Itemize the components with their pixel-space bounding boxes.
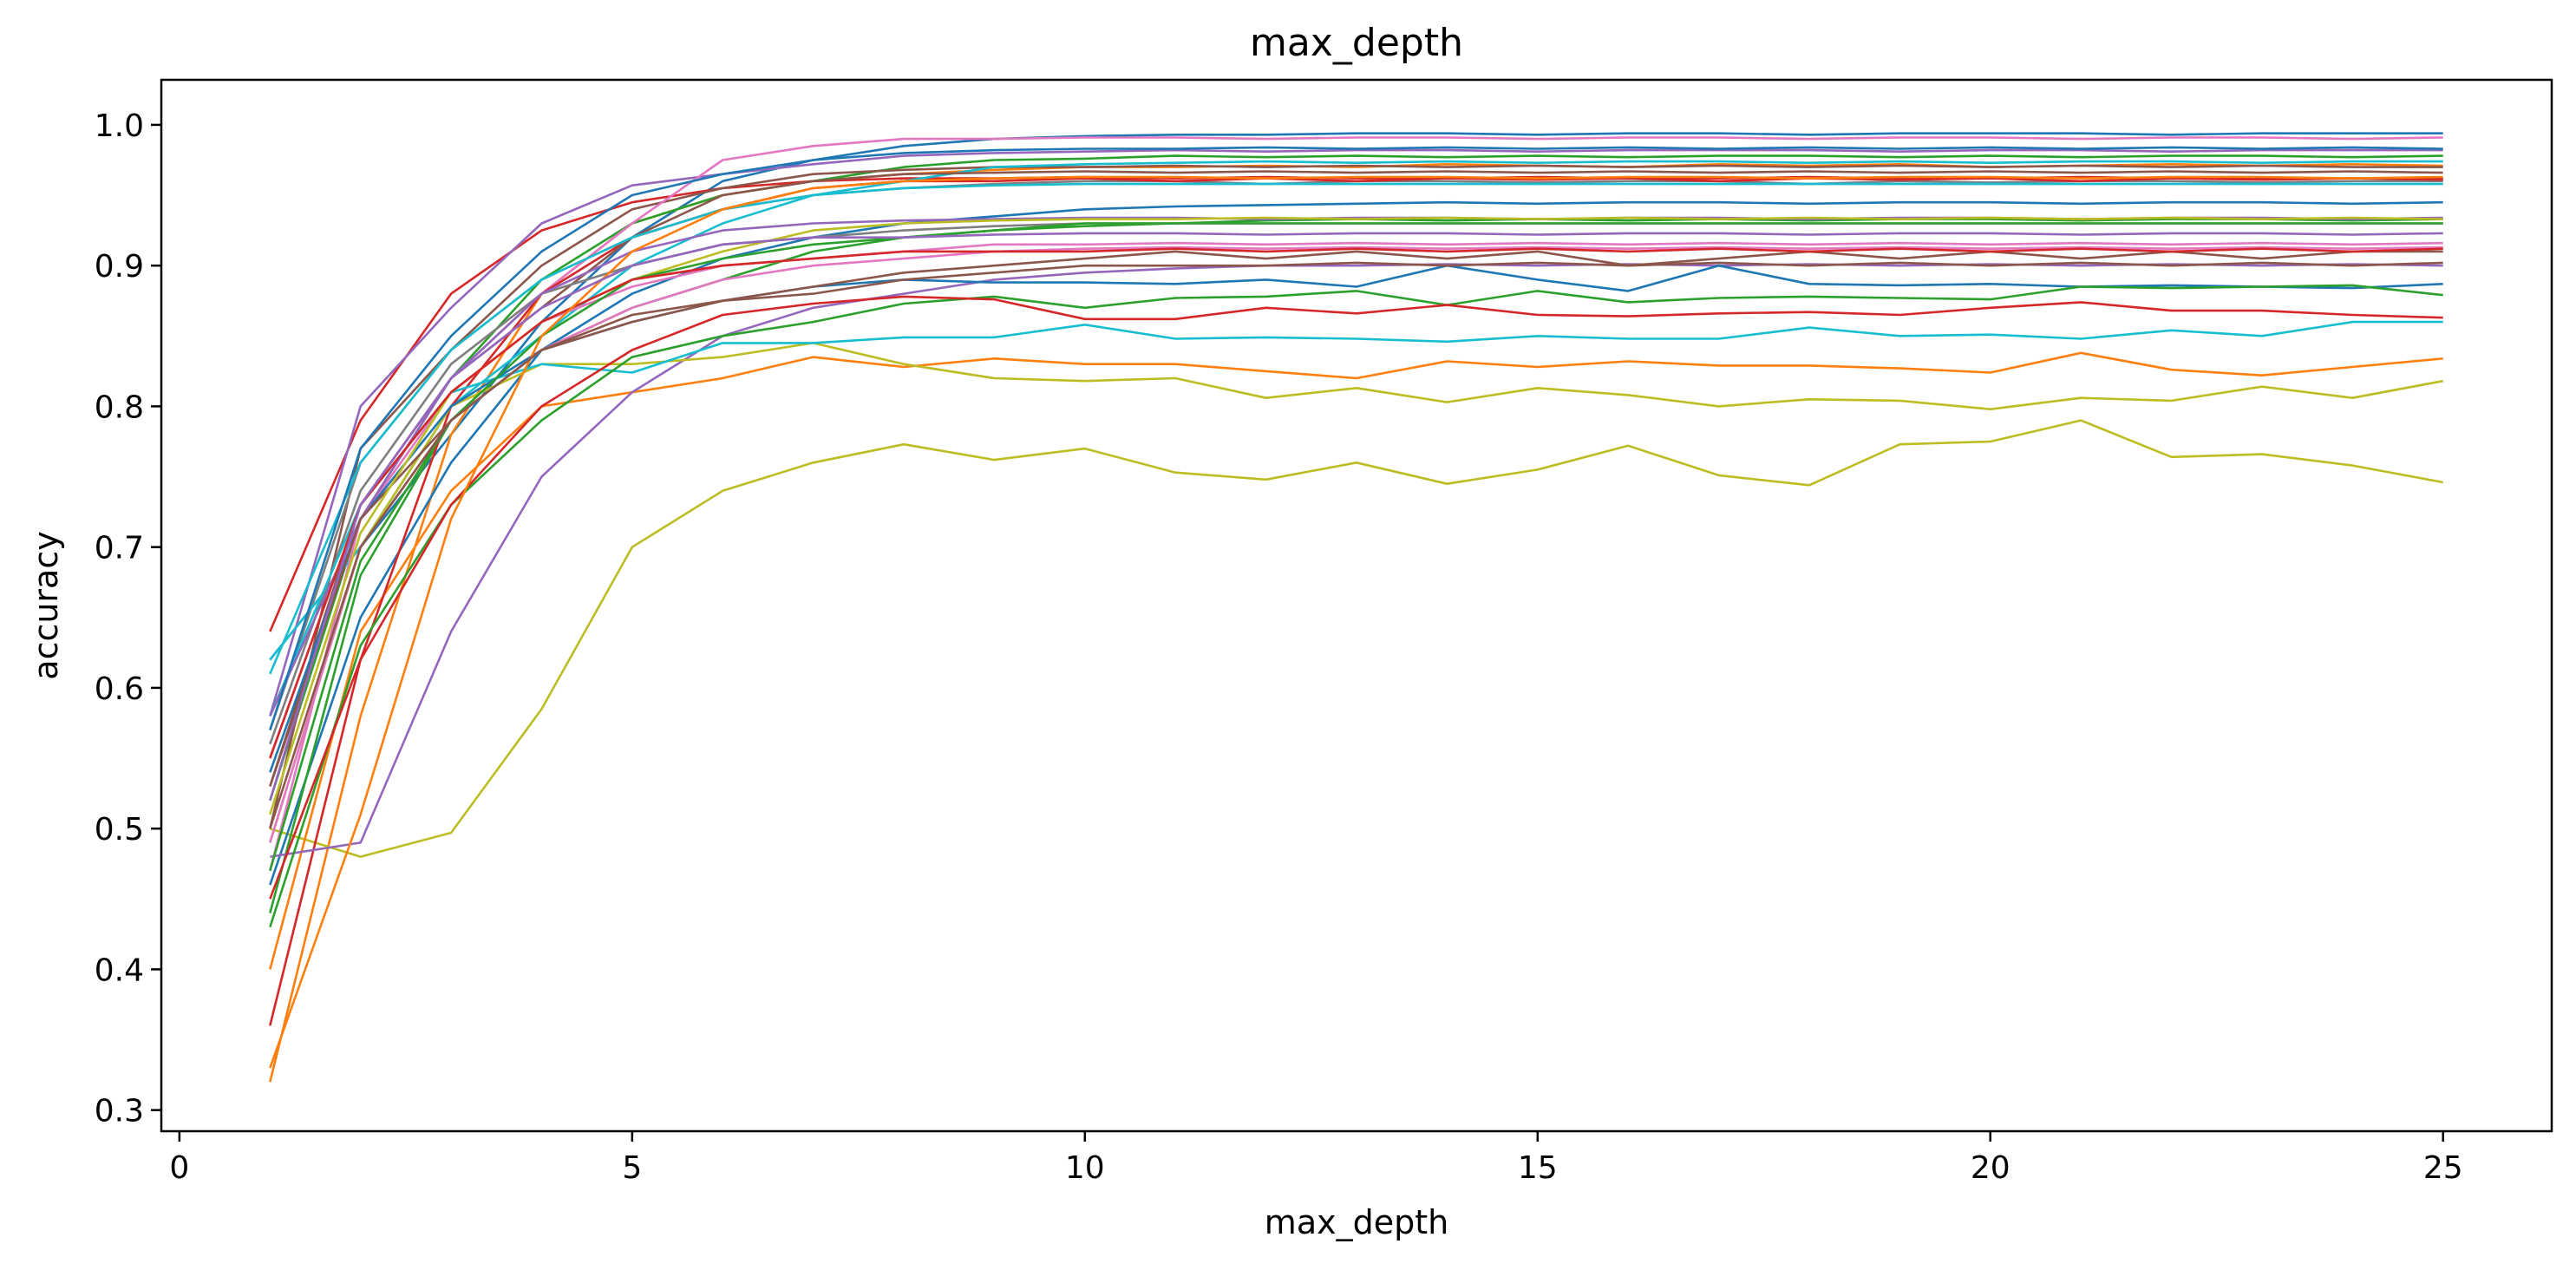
series-line-10 bbox=[269, 160, 2443, 661]
x-tick-label: 25 bbox=[2423, 1150, 2463, 1186]
series-line-15 bbox=[270, 263, 2443, 858]
y-tick-label: 0.4 bbox=[95, 952, 144, 988]
y-tick-label: 0.5 bbox=[95, 812, 144, 848]
series-line-22 bbox=[269, 284, 2443, 928]
y-tick-label: 0.9 bbox=[95, 249, 144, 285]
x-tick-label: 15 bbox=[1518, 1150, 1558, 1186]
series-line-13 bbox=[269, 218, 2443, 913]
plot-frame bbox=[160, 78, 2553, 1133]
series-line-7 bbox=[269, 136, 2443, 759]
chart-title: max_depth bbox=[1250, 21, 1463, 65]
series-line-28 bbox=[269, 182, 2443, 675]
x-axis-ticks: 0 5 10 15 20 25 bbox=[169, 1131, 2463, 1186]
series-line-33 bbox=[269, 261, 2443, 829]
series-line-25 bbox=[269, 250, 2443, 787]
x-tick-label: 20 bbox=[1971, 1150, 2010, 1186]
series-line-12 bbox=[269, 351, 2443, 970]
series-line-1 bbox=[269, 132, 2443, 661]
series-line-17 bbox=[269, 241, 2443, 872]
series-line-31 bbox=[269, 175, 2443, 1069]
series-line-19 bbox=[269, 342, 2443, 843]
y-tick-label: 0.3 bbox=[95, 1094, 144, 1129]
series-line-26 bbox=[269, 245, 2443, 843]
x-tick-label: 5 bbox=[622, 1150, 642, 1186]
series-line-32 bbox=[269, 146, 2443, 730]
series-line-21 bbox=[269, 264, 2443, 773]
series-line-34 bbox=[269, 232, 2443, 802]
series-layer bbox=[269, 132, 2443, 1083]
y-tick-label: 0.6 bbox=[95, 671, 144, 707]
y-tick-label: 0.8 bbox=[95, 390, 144, 425]
x-tick-label: 0 bbox=[169, 1150, 189, 1186]
series-line-23 bbox=[269, 295, 2443, 900]
y-axis-label: accuracy bbox=[27, 531, 65, 679]
series-line-4 bbox=[269, 175, 2443, 632]
x-axis-label: max_depth bbox=[1265, 1203, 1448, 1241]
series-line-20 bbox=[269, 320, 2443, 717]
y-tick-label: 1.0 bbox=[95, 108, 144, 144]
series-line-6 bbox=[269, 164, 2443, 829]
series-line-5 bbox=[269, 148, 2443, 717]
series-line-29 bbox=[269, 222, 2443, 872]
series-line-9 bbox=[269, 419, 2443, 858]
y-axis-ticks: 0.3 0.4 0.5 0.6 0.7 0.8 0.9 1.0 bbox=[95, 108, 161, 1129]
x-tick-label: 10 bbox=[1065, 1150, 1105, 1186]
series-line-11 bbox=[269, 200, 2443, 886]
series-line-27 bbox=[269, 216, 2443, 815]
y-tick-label: 0.7 bbox=[95, 531, 144, 566]
series-line-30 bbox=[269, 247, 2443, 759]
